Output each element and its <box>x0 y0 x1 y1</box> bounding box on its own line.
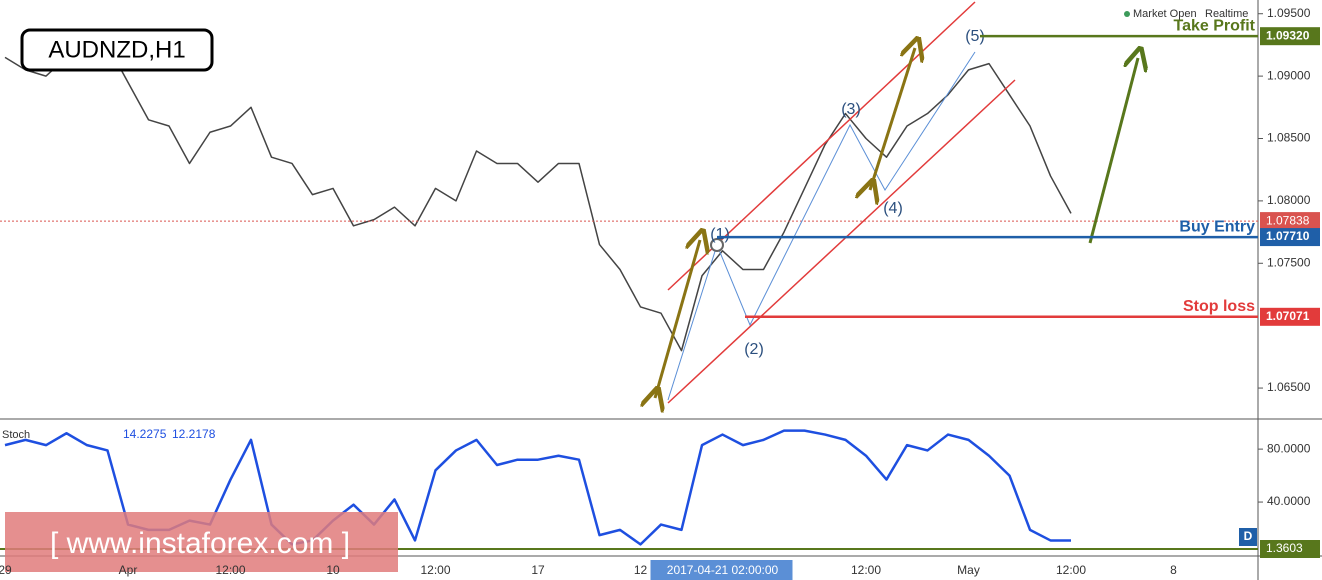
level-name: Take Profit <box>1174 17 1256 34</box>
wave-label: (2) <box>744 341 764 358</box>
arrow <box>870 48 915 190</box>
y-tick-label: 1.08500 <box>1267 131 1311 145</box>
y-tick-label: 80.0000 <box>1267 441 1311 455</box>
status: Market Open <box>1133 8 1197 20</box>
level-label: 1.07071 <box>1266 309 1310 323</box>
x-tick-label: May <box>957 563 980 577</box>
x-tick-label: 2017-04-21 02:00:00 <box>667 563 779 577</box>
symbol: AUDNZD,H1 <box>48 36 185 63</box>
level-box <box>1260 27 1320 46</box>
arrow <box>1088 58 1138 244</box>
indicator-value: 14.2275 <box>123 427 167 441</box>
wave-point <box>710 238 724 252</box>
x-tick-label: Apr <box>119 563 138 577</box>
arrow <box>655 240 700 398</box>
price-label: 1.07838 <box>1266 213 1310 227</box>
level-label: 1.09320 <box>1266 28 1310 42</box>
x-tick-label: 12:00 <box>851 563 881 577</box>
badge-box <box>1239 528 1257 546</box>
level-label: 1.07710 <box>1266 229 1310 243</box>
wave-label: (1) <box>710 226 730 243</box>
indicator-value: 12.2178 <box>172 427 216 441</box>
x-tick-label: 12:00 <box>215 563 245 577</box>
symbol-box <box>20 28 214 72</box>
y-tick-label: 1.09000 <box>1267 68 1311 82</box>
wave-label: (3) <box>841 101 861 118</box>
level-box <box>1260 307 1320 326</box>
watermark-box <box>5 512 398 572</box>
indicator-name: Stoch <box>2 429 30 441</box>
y-tick-label: 1.06500 <box>1267 380 1311 394</box>
y-tick-label: 1.09500 <box>1267 6 1311 20</box>
level-name: Buy Entry <box>1179 218 1255 235</box>
y-tick-label: 40.0000 <box>1267 494 1311 508</box>
crosshair-label-box <box>650 560 793 580</box>
x-tick-label: 17 <box>531 563 545 577</box>
price-box <box>1260 212 1320 231</box>
x-tick-label: 12 <box>634 563 648 577</box>
x-tick-label: 8 <box>1170 563 1177 577</box>
x-tick-label: 10 <box>326 563 340 577</box>
marker-box <box>1260 540 1320 558</box>
x-tick-label: 12:00 <box>420 563 450 577</box>
channel-lower <box>667 79 1016 404</box>
level-name: Stop loss <box>1183 298 1255 315</box>
marker-label: 1.3603 <box>1266 541 1303 555</box>
y-tick-label: 1.08000 <box>1267 193 1311 207</box>
badge: D <box>1244 529 1253 543</box>
wave-label: (4) <box>883 200 903 217</box>
watermark: [ www.instaforex.com ] <box>50 527 350 560</box>
y-tick-label: 1.07500 <box>1267 255 1311 269</box>
mode: Realtime <box>1205 8 1248 20</box>
level-box <box>1260 228 1320 247</box>
wave-label: (5) <box>965 28 985 45</box>
x-tick-label: 29 <box>0 563 12 577</box>
x-tick-label: 12:00 <box>1056 563 1086 577</box>
status-dot <box>1124 11 1130 17</box>
